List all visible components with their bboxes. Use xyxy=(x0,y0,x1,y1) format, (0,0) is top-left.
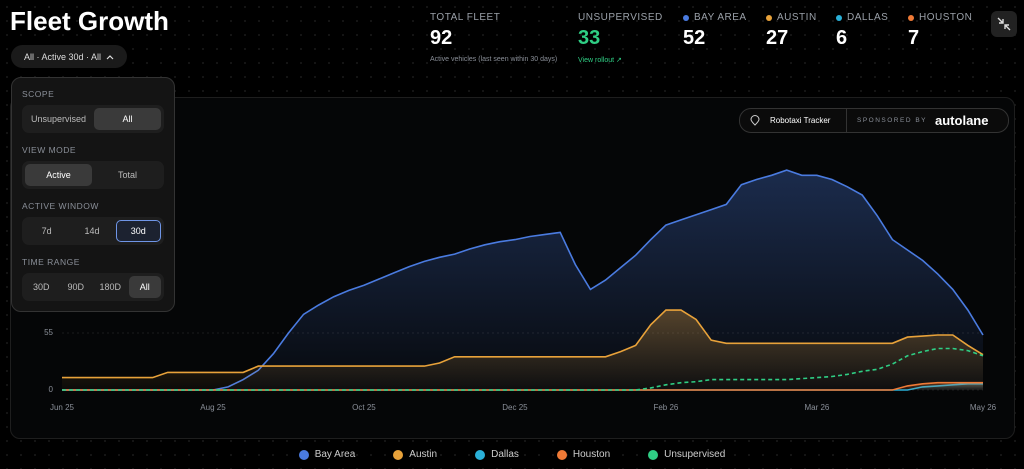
x-tick-label: Dec 25 xyxy=(502,403,528,412)
stat: AUSTIN 27 xyxy=(766,12,817,50)
x-tick-label: Jun 25 xyxy=(50,403,75,412)
stat-label: TOTAL FLEET xyxy=(430,12,557,23)
series-area xyxy=(62,310,983,390)
legend-dot xyxy=(556,449,567,460)
series-line xyxy=(62,381,983,391)
legend-item[interactable]: Austin xyxy=(393,449,437,460)
legend-dot xyxy=(298,449,309,460)
stat-dot xyxy=(908,14,914,21)
stat-label-text: UNSUPERVISED xyxy=(578,12,663,23)
legend-label: Unsupervised xyxy=(664,449,726,460)
stat-dot xyxy=(766,14,772,21)
separator xyxy=(846,109,847,132)
stat: HOUSTON 7 xyxy=(908,12,972,50)
segmented-control: 7d 14d 30d xyxy=(22,217,164,245)
panel-section-title: VIEW MODE xyxy=(22,145,77,155)
stat-label: AUSTIN xyxy=(766,12,817,23)
segmented-control: Active Total xyxy=(22,161,164,189)
stat-note: Active vehicles (last seen within 30 day… xyxy=(430,56,558,63)
y-tick-label: 55 xyxy=(44,328,53,337)
segmented-control: 30D 90D 180D All xyxy=(22,273,164,301)
collapse-button[interactable] xyxy=(991,11,1017,37)
legend-item[interactable]: Unsupervised xyxy=(648,449,725,460)
stat-value: 7 xyxy=(908,27,920,49)
legend-label: Austin xyxy=(409,449,438,460)
stat: TOTAL FLEET 92 Active vehicles (last seen … xyxy=(430,12,557,63)
legend-label: Bay Area xyxy=(314,449,356,460)
option-button[interactable]: 14d xyxy=(84,226,100,236)
stat-label: BAY AREA xyxy=(683,12,747,23)
chevron xyxy=(106,54,114,59)
legend-item[interactable]: Bay Area xyxy=(298,449,356,460)
stat: BAY AREA 52 xyxy=(683,12,747,50)
collapse-icon xyxy=(997,17,1011,31)
stat-label-text: HOUSTON xyxy=(919,12,973,23)
series-area xyxy=(62,170,983,390)
stat-label-text: DALLAS xyxy=(847,12,889,23)
filter-button[interactable]: All · Active 30d · All xyxy=(11,45,127,68)
stat: DALLAS 6 xyxy=(836,12,888,50)
settings-panel: SCOPE Unsupervised All VIEW MODE Active Total… xyxy=(11,77,175,312)
stat-value: 52 xyxy=(683,27,706,49)
series-line xyxy=(62,309,984,379)
legend-label: Houston xyxy=(572,449,611,460)
legend-dot xyxy=(648,449,659,460)
stat-note[interactable]: View rollout ↗ xyxy=(578,57,622,64)
stat-dot xyxy=(836,14,842,21)
panel-section-title: TIME RANGE xyxy=(22,257,80,267)
stat-dot xyxy=(683,14,689,21)
filter-text: All · Active 30d · All xyxy=(23,51,102,62)
option-button[interactable]: 90D xyxy=(67,282,84,292)
panel-section-title: ACTIVE WINDOW xyxy=(22,201,99,211)
sponsored-label: SPONSORED BY xyxy=(857,117,928,124)
stat-label-text: BAY AREA xyxy=(694,12,747,23)
page-title: Fleet Growth xyxy=(10,6,169,36)
stat-label-text: TOTAL FLEET xyxy=(430,12,501,23)
x-tick-label: May 26 xyxy=(970,403,997,412)
stat-value: 27 xyxy=(766,27,789,49)
option-button[interactable]: 7d xyxy=(41,226,52,236)
stat-label: DALLAS xyxy=(836,12,888,23)
x-tick-label: Feb 26 xyxy=(653,403,678,412)
stat-value: 92 xyxy=(430,27,453,49)
legend-item[interactable]: Dallas xyxy=(475,449,519,460)
x-tick-label: Mar 26 xyxy=(804,403,829,412)
stat-value: 33 xyxy=(578,27,601,49)
option-button[interactable]: Active xyxy=(25,164,92,186)
stat: UNSUPERVISED 33 View rollout ↗ xyxy=(578,12,663,64)
legend-item[interactable]: Houston xyxy=(556,449,611,460)
tracker-badge: Robotaxi Tracker SPONSORED BY autolane xyxy=(739,108,1009,133)
panel-section-title: SCOPE xyxy=(22,89,55,99)
legend-dot xyxy=(475,449,486,460)
option-button[interactable]: 30d xyxy=(115,220,161,242)
option-button[interactable]: All xyxy=(94,108,161,130)
legend: Bay Area Austin Dallas Houston Unsupervised xyxy=(0,449,1024,460)
option-button[interactable]: 180D xyxy=(99,282,121,292)
stat-label: UNSUPERVISED xyxy=(578,12,663,23)
pin-icon xyxy=(750,114,760,126)
option-button[interactable]: 30D xyxy=(32,282,50,292)
x-tick-label: Oct 25 xyxy=(352,403,376,412)
option-button[interactable]: All xyxy=(128,276,161,298)
stat-label-text: AUSTIN xyxy=(777,12,817,23)
stat-label: HOUSTON xyxy=(908,12,972,23)
brand: autolane xyxy=(935,113,989,128)
stat-value: 6 xyxy=(836,27,848,49)
y-tick-label: 0 xyxy=(49,385,54,394)
option-button[interactable]: Unsupervised xyxy=(30,114,87,124)
tracker-name: Robotaxi Tracker xyxy=(770,116,831,125)
legend-label: Dallas xyxy=(491,449,519,460)
x-tick-label: Aug 25 xyxy=(200,403,226,412)
segmented-control: Unsupervised All xyxy=(22,105,164,133)
legend-dot xyxy=(393,449,404,460)
option-button[interactable]: Total xyxy=(117,170,137,180)
